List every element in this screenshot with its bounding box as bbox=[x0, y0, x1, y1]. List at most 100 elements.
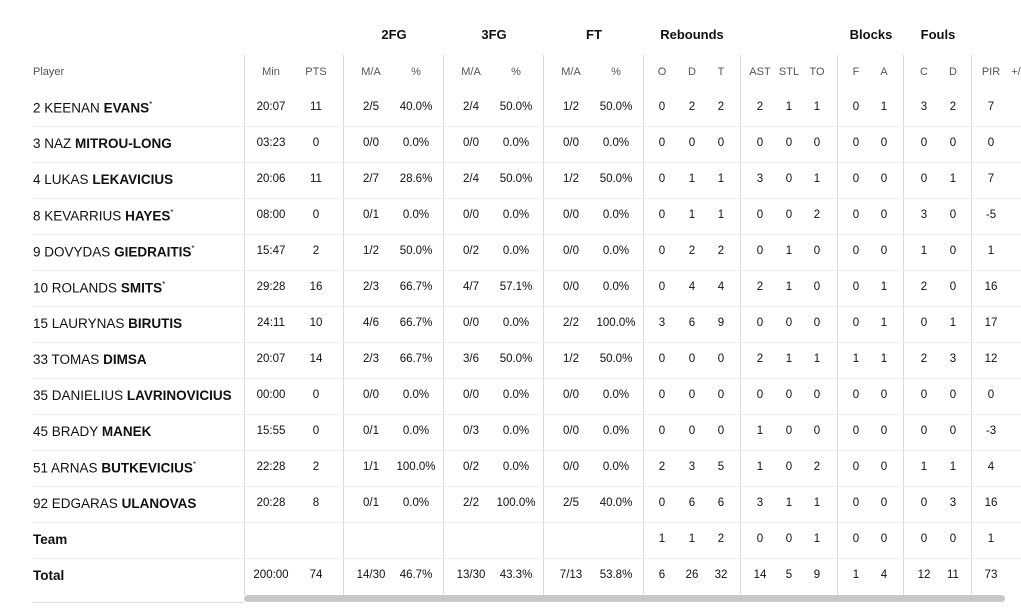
stat-cell: 40.0% bbox=[399, 101, 433, 113]
player-name: 4 LUKAS LEKAVICIUS bbox=[33, 172, 173, 187]
last-name: LAVRINOVICIUS bbox=[126, 388, 232, 403]
stat-cell: 03:23 bbox=[256, 137, 286, 149]
row-separator bbox=[33, 234, 1021, 235]
first-name: KEVARRIUS bbox=[44, 208, 122, 224]
stat-cell: 0 bbox=[852, 281, 860, 293]
stat-cell: 20:06 bbox=[256, 173, 286, 185]
stat-cell: -3 bbox=[985, 425, 997, 437]
bottom-rule bbox=[33, 602, 244, 603]
stat-cell: 0 bbox=[987, 137, 995, 149]
stat-cell: 1 bbox=[949, 173, 957, 185]
stat-cell: 100.0% bbox=[596, 317, 636, 329]
stat-cell: 0 bbox=[880, 533, 888, 545]
stat-cell: 17 bbox=[984, 317, 998, 329]
column-header: M/A bbox=[361, 66, 381, 78]
stat-cell: 0/0 bbox=[463, 317, 479, 329]
stat-cell: 20:07 bbox=[256, 101, 286, 113]
stat-cell: 29:28 bbox=[256, 281, 286, 293]
stat-cell: 0.0% bbox=[502, 317, 530, 329]
column-header: D bbox=[949, 66, 957, 78]
stat-cell: 20:28 bbox=[256, 497, 286, 509]
stat-cell: 3 bbox=[920, 101, 928, 113]
stat-cell: 0/1 bbox=[363, 209, 379, 221]
stat-cell: 1/2 bbox=[563, 101, 579, 113]
stat-cell: 0 bbox=[880, 137, 888, 149]
stat-cell: 0 bbox=[688, 425, 696, 437]
stat-cell: 0 bbox=[658, 389, 666, 401]
stat-cell: 0 bbox=[852, 389, 860, 401]
first-name: TOMAS bbox=[51, 352, 100, 367]
stat-cell: 0 bbox=[852, 137, 860, 149]
player-name: 10 ROLANDS SMITS* bbox=[33, 280, 165, 296]
stat-cell: 2/5 bbox=[363, 101, 379, 113]
stat-cell: 0 bbox=[949, 209, 957, 221]
stat-cell: 2 bbox=[920, 281, 928, 293]
stat-cell: 0 bbox=[785, 533, 793, 545]
stat-cell: 0 bbox=[688, 137, 696, 149]
last-name: EVANS bbox=[103, 100, 150, 116]
starter-mark: * bbox=[192, 460, 196, 469]
stat-cell: 66.7% bbox=[399, 281, 433, 293]
stat-cell: 0 bbox=[785, 317, 793, 329]
stat-cell: 3 bbox=[920, 209, 928, 221]
stat-cell: 0 bbox=[880, 461, 888, 473]
row-separator bbox=[33, 558, 1021, 559]
stat-cell: 1 bbox=[785, 353, 793, 365]
scrollbar[interactable] bbox=[244, 595, 1005, 602]
stat-cell: 74 bbox=[309, 569, 323, 581]
row-separator bbox=[33, 378, 1021, 379]
stat-cell: 1 bbox=[813, 101, 821, 113]
stat-cell: 0.0% bbox=[602, 137, 630, 149]
stat-cell: 11 bbox=[310, 101, 322, 113]
stat-cell: 0.0% bbox=[402, 137, 430, 149]
first-name: KEENAN bbox=[44, 100, 100, 116]
stat-cell: 1 bbox=[987, 245, 995, 257]
column-header: D bbox=[688, 66, 696, 78]
stat-cell: 0 bbox=[756, 317, 764, 329]
column-separator bbox=[903, 55, 904, 595]
column-header: T bbox=[717, 66, 725, 78]
stat-cell: -5 bbox=[985, 209, 997, 221]
stat-cell: 6 bbox=[658, 569, 666, 581]
stat-cell: 5 bbox=[717, 461, 725, 473]
stat-cell: 1 bbox=[880, 281, 888, 293]
stat-cell: 32 bbox=[714, 569, 728, 581]
stat-cell: 9 bbox=[717, 317, 725, 329]
group-header: 3FG bbox=[481, 27, 507, 42]
stat-cell: 2/3 bbox=[363, 353, 379, 365]
column-separator bbox=[643, 55, 644, 595]
stat-cell: 0 bbox=[717, 137, 725, 149]
stat-cell: 2/4 bbox=[463, 101, 479, 113]
row-separator bbox=[33, 306, 1021, 307]
stat-cell: 0 bbox=[852, 173, 860, 185]
first-name: NAZ bbox=[44, 136, 72, 151]
column-header: PTS bbox=[305, 66, 327, 78]
stat-cell: 200:00 bbox=[253, 569, 289, 581]
row-separator bbox=[33, 270, 1021, 271]
stat-cell: 0/0 bbox=[563, 137, 579, 149]
stat-cell: 0 bbox=[949, 533, 957, 545]
stat-cell: 100.0% bbox=[396, 461, 436, 473]
stat-cell: 53.8% bbox=[599, 569, 633, 581]
stat-cell: 0/2 bbox=[463, 245, 479, 257]
stat-cell: 0/0 bbox=[563, 209, 579, 221]
stat-cell: 4/6 bbox=[363, 317, 379, 329]
column-header: O bbox=[657, 66, 667, 78]
stat-cell: 13/30 bbox=[456, 569, 486, 581]
stat-cell: 16 bbox=[309, 281, 323, 293]
column-separator bbox=[740, 55, 741, 595]
stat-cell: 20:07 bbox=[256, 353, 286, 365]
stat-cell: 0 bbox=[813, 389, 821, 401]
stat-cell: 0.0% bbox=[402, 425, 430, 437]
stat-cell: 1 bbox=[813, 353, 821, 365]
stat-cell: 0 bbox=[852, 245, 860, 257]
stat-cell: 8 bbox=[312, 497, 320, 509]
stat-cell: 0 bbox=[312, 209, 320, 221]
stat-cell: 0 bbox=[880, 389, 888, 401]
stat-cell: 0 bbox=[880, 245, 888, 257]
stat-cell: 28.6% bbox=[399, 173, 433, 185]
column-header: % bbox=[511, 66, 521, 78]
stat-cell: 2 bbox=[312, 461, 320, 473]
stat-cell: 0/0 bbox=[463, 209, 479, 221]
stat-cell: 0 bbox=[852, 425, 860, 437]
